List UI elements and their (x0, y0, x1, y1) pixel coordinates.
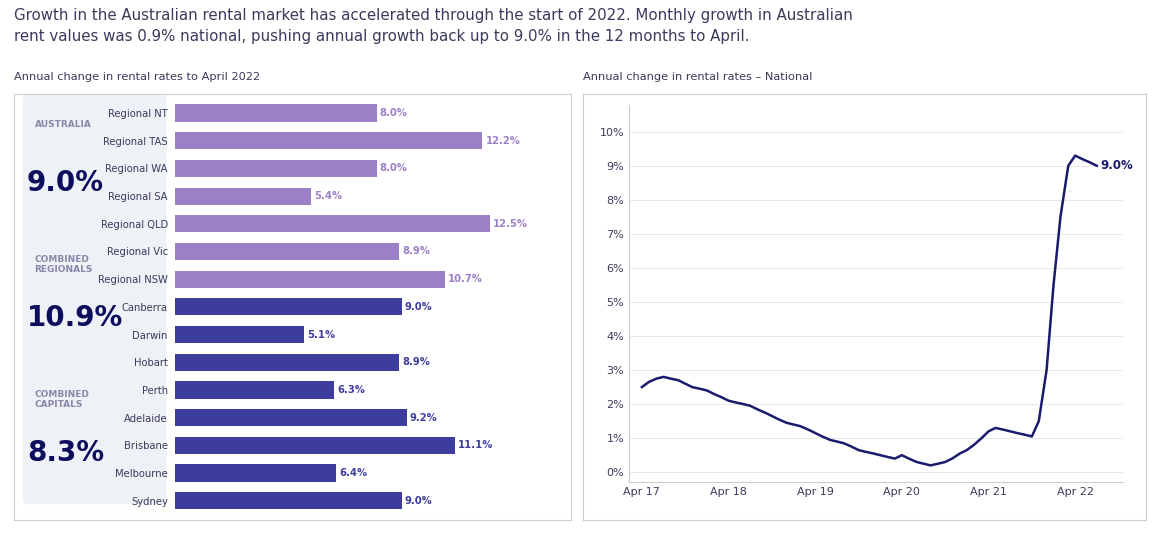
Bar (175, 409, 407, 426)
Text: 10.7%: 10.7% (448, 274, 482, 284)
Text: 12.2%: 12.2% (486, 136, 520, 146)
Bar (175, 105, 376, 122)
FancyBboxPatch shape (23, 95, 166, 234)
Text: 9.0%: 9.0% (405, 496, 433, 505)
Bar (175, 188, 312, 205)
Text: 9.0%: 9.0% (28, 169, 104, 197)
Bar (175, 492, 402, 509)
FancyBboxPatch shape (23, 365, 166, 504)
Text: 8.9%: 8.9% (403, 358, 430, 367)
Text: 11.1%: 11.1% (458, 441, 493, 450)
FancyBboxPatch shape (23, 230, 166, 369)
Text: Annual change in rental rates to April 2022: Annual change in rental rates to April 2… (14, 72, 260, 83)
Text: 6.3%: 6.3% (337, 385, 365, 395)
Text: 12.5%: 12.5% (493, 219, 529, 229)
Bar (175, 243, 399, 260)
Text: 9.2%: 9.2% (410, 413, 437, 422)
Bar (175, 464, 337, 482)
Text: 8.0%: 8.0% (380, 108, 407, 118)
Bar (175, 298, 402, 316)
Text: COMBINED
REGIONALS: COMBINED REGIONALS (35, 255, 93, 274)
Bar (175, 354, 399, 371)
Text: 8.0%: 8.0% (380, 163, 407, 173)
Text: 9.0%: 9.0% (405, 302, 433, 312)
Text: 5.4%: 5.4% (314, 191, 343, 201)
Text: COMBINED
CAPITALS: COMBINED CAPITALS (35, 390, 90, 410)
Bar (175, 132, 482, 150)
Bar (175, 437, 455, 454)
Text: Growth in the Australian rental market has accelerated through the start of 2022: Growth in the Australian rental market h… (14, 8, 853, 23)
Text: 9.0%: 9.0% (1100, 159, 1133, 172)
Text: 10.9%: 10.9% (28, 304, 123, 332)
Text: rent values was 0.9% national, pushing annual growth back up to 9.0% in the 12 m: rent values was 0.9% national, pushing a… (14, 29, 749, 44)
Text: Annual change in rental rates – National: Annual change in rental rates – National (583, 72, 812, 83)
Bar (175, 215, 490, 233)
Text: 6.4%: 6.4% (339, 468, 368, 478)
Text: 5.1%: 5.1% (307, 330, 335, 339)
Text: 8.3%: 8.3% (28, 439, 104, 467)
Bar (175, 160, 376, 177)
Bar (175, 326, 304, 343)
Bar (175, 381, 334, 399)
Bar (175, 271, 444, 288)
Text: 8.9%: 8.9% (403, 247, 430, 256)
Text: AUSTRALIA: AUSTRALIA (35, 120, 91, 129)
